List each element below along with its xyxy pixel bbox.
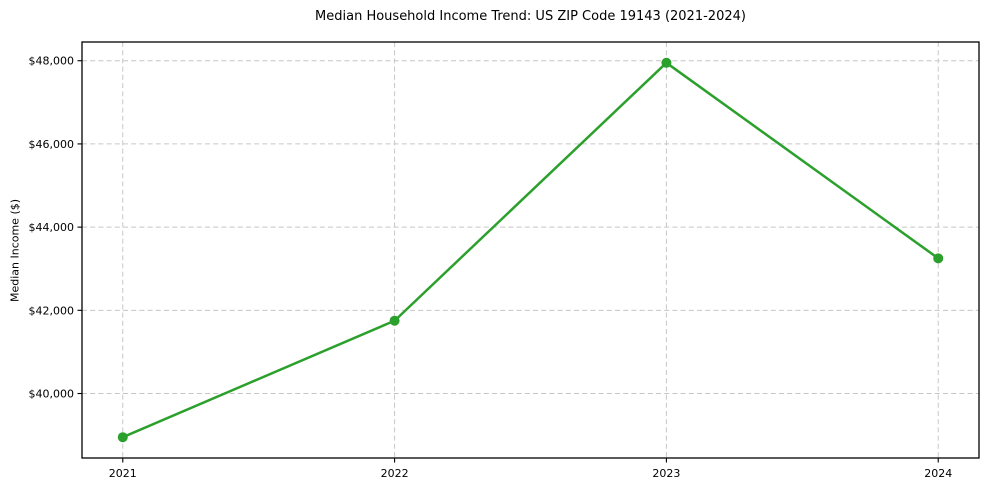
y-tick-label: $42,000 (29, 304, 75, 317)
y-tick-label: $40,000 (29, 388, 75, 401)
x-tick-label: 2021 (109, 467, 137, 480)
y-tick-label: $46,000 (29, 138, 75, 151)
x-tick-label: 2023 (652, 467, 680, 480)
x-tick-label: 2024 (924, 467, 952, 480)
y-tick-label: $48,000 (29, 55, 75, 68)
trend-line (121, 61, 940, 439)
data-point-marker (117, 432, 128, 443)
data-point-marker (661, 57, 672, 68)
plot-border (81, 41, 980, 459)
data-point-marker (933, 253, 944, 264)
chart-title: Median Household Income Trend: US ZIP Co… (315, 9, 746, 24)
data-point-marker (389, 315, 400, 326)
y-tick-label: $44,000 (29, 221, 75, 234)
x-tick-label: 2022 (381, 467, 409, 480)
